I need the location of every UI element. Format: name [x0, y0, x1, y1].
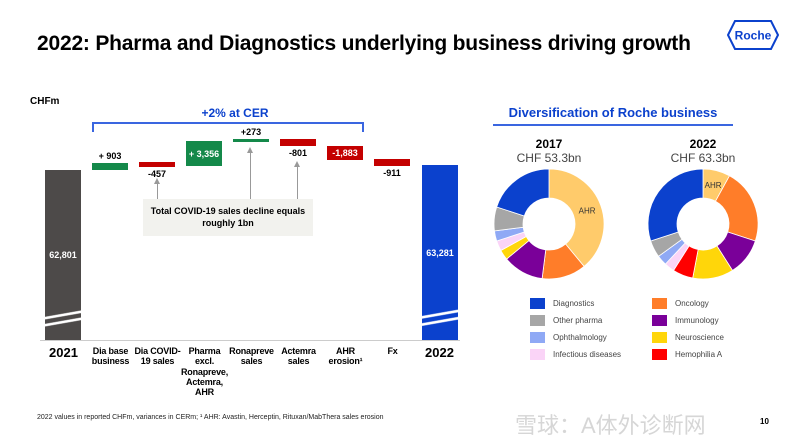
- slice-label: AHR: [579, 206, 596, 215]
- waterfall-bar: [233, 139, 269, 142]
- category-label: Dia COVID-19 sales: [134, 346, 181, 367]
- data-label: -1,883: [332, 148, 358, 158]
- waterfall-bar: [139, 162, 175, 167]
- legend-swatch: [652, 315, 667, 326]
- waterfall-bar: 62,801: [45, 170, 81, 340]
- legend-item: Immunology: [652, 315, 719, 326]
- legend-item: Diagnostics: [530, 298, 594, 309]
- donut-slice: [647, 168, 704, 242]
- legend-swatch: [652, 298, 667, 309]
- data-label: 62,801: [49, 250, 77, 260]
- category-label: 2021: [49, 345, 78, 360]
- waterfall-bar: [374, 159, 410, 166]
- legend-item: Hemophilia A: [652, 349, 722, 360]
- slice-label: AHR: [705, 181, 722, 190]
- y-unit-label: CHFm: [30, 96, 60, 107]
- legend-swatch: [530, 349, 545, 360]
- footnote: 2022 values in reported CHFm, variances …: [37, 414, 384, 421]
- waterfall-bar: + 3,356: [186, 141, 222, 166]
- donut-section-title: Diversification of Roche business: [508, 105, 718, 120]
- legend-label: Infectious diseases: [553, 350, 622, 359]
- legend-item: Other pharma: [530, 315, 602, 326]
- category-label: Dia base business: [91, 346, 130, 367]
- category-label: 2022: [425, 345, 454, 360]
- category-label: Ronapreve sales: [229, 346, 274, 367]
- watermark: 雪球：A体外诊断网: [515, 413, 706, 438]
- category-label: AHR erosion¹: [328, 346, 363, 367]
- legend-label: Hemophilia A: [675, 350, 723, 359]
- legend-label: Ophthalmology: [553, 333, 607, 342]
- waterfall-bar: -1,883: [327, 146, 363, 160]
- legend-swatch: [652, 332, 667, 343]
- x-axis: [40, 340, 460, 341]
- legend-item: Oncology: [652, 298, 709, 309]
- arrow-up-icon: [154, 178, 160, 199]
- donut-total-2017: CHF 53.3bn: [516, 151, 582, 165]
- cer-annotation: +2% at CER: [201, 106, 269, 120]
- legend-swatch: [530, 298, 545, 309]
- data-label: -801: [288, 148, 307, 158]
- legend-label: Diagnostics: [553, 299, 595, 308]
- roche-logo: Roche: [727, 20, 779, 50]
- page-title: 2022: Pharma and Diagnostics underlying …: [37, 32, 691, 55]
- arrow-up-icon: [247, 147, 253, 199]
- waterfall-bar: [92, 163, 128, 170]
- svg-text:Roche: Roche: [735, 29, 772, 43]
- data-label: 63,281: [426, 247, 454, 258]
- legend-item: Ophthalmology: [530, 332, 607, 343]
- data-label: + 903: [98, 151, 122, 161]
- legend-label: Immunology: [675, 316, 719, 325]
- waterfall-bar: 63,281: [422, 165, 458, 340]
- legend-swatch: [652, 349, 667, 360]
- legend-item: Infectious diseases: [530, 349, 621, 360]
- donut-year-2022: 2022: [689, 137, 717, 151]
- data-label: -911: [383, 168, 401, 178]
- category-label: Fx: [387, 346, 398, 356]
- waterfall-bar: [280, 139, 316, 146]
- data-label: + 3,356: [188, 148, 220, 159]
- legend-label: Neuroscience: [675, 333, 724, 342]
- legend-swatch: [530, 315, 545, 326]
- category-label: Actemra sales: [281, 346, 316, 367]
- legend-label: Oncology: [675, 299, 709, 308]
- legend-label: Other pharma: [553, 316, 603, 325]
- donut-slice: [548, 168, 605, 267]
- data-label: -457: [147, 169, 166, 179]
- donut-slice: [496, 168, 550, 217]
- data-label: +273: [240, 127, 262, 137]
- arrow-up-icon: [294, 161, 300, 199]
- donut-total-2022: CHF 63.3bn: [670, 151, 736, 165]
- page-number: 10: [760, 417, 769, 426]
- covid-note: Total COVID-19 sales decline equals roug…: [143, 199, 313, 236]
- cer-bracket: [92, 122, 364, 132]
- legend-swatch: [530, 332, 545, 343]
- divider: [493, 124, 733, 126]
- donut-year-2017: 2017: [535, 137, 563, 151]
- category-label: Pharma excl. Ronapreve, Actemra, AHR: [181, 346, 229, 398]
- donut-charts: AHR AHR: [493, 168, 759, 280]
- legend-item: Neuroscience: [652, 332, 724, 343]
